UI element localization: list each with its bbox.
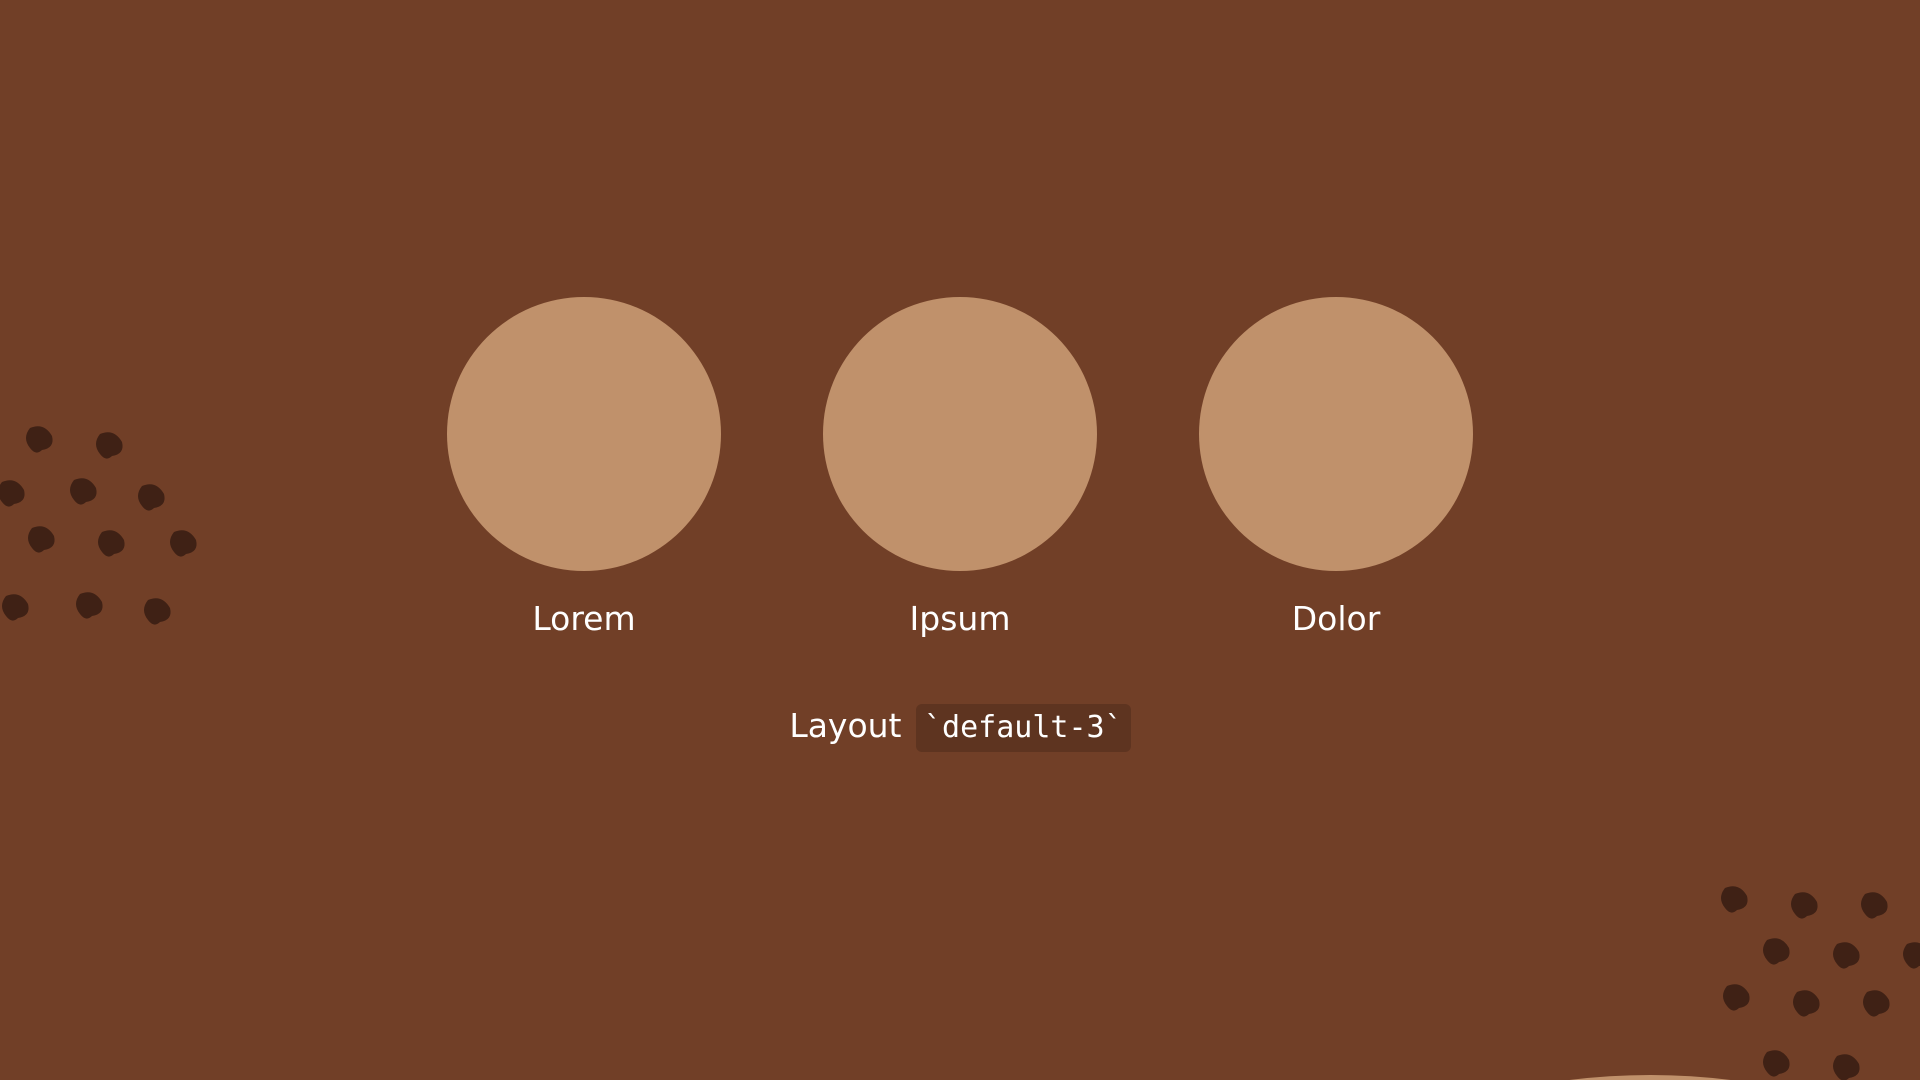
dot-decoration (1903, 942, 1920, 969)
item-row: Lorem Ipsum Dolor (0, 297, 1920, 647)
layout-caption: Layout `default-3` (0, 702, 1920, 752)
circle-placeholder (1199, 297, 1473, 571)
item-dolor: Dolor (1199, 297, 1473, 639)
dot-decoration (1791, 892, 1818, 919)
dot-decoration (1763, 938, 1790, 965)
dot-decoration (1763, 1050, 1790, 1077)
item-label: Lorem (532, 599, 636, 638)
bottom-arc-decoration (1569, 1075, 1731, 1080)
dot-decoration (1723, 984, 1750, 1011)
caption-text: Layout (789, 706, 902, 745)
right-dot-pattern (1721, 886, 1920, 1080)
item-lorem: Lorem (447, 297, 721, 639)
dot-decoration (1863, 990, 1890, 1017)
dot-decoration (1721, 886, 1748, 913)
dot-decoration (1833, 942, 1860, 969)
dot-decoration (1833, 1054, 1860, 1080)
item-ipsum: Ipsum (823, 297, 1097, 639)
dot-decoration (1861, 892, 1888, 919)
item-label: Dolor (1291, 599, 1381, 638)
circle-placeholder (447, 297, 721, 571)
circle-placeholder (823, 297, 1097, 571)
dot-decoration (1793, 990, 1820, 1017)
item-label: Ipsum (909, 599, 1011, 638)
caption-code: `default-3` (916, 704, 1131, 752)
